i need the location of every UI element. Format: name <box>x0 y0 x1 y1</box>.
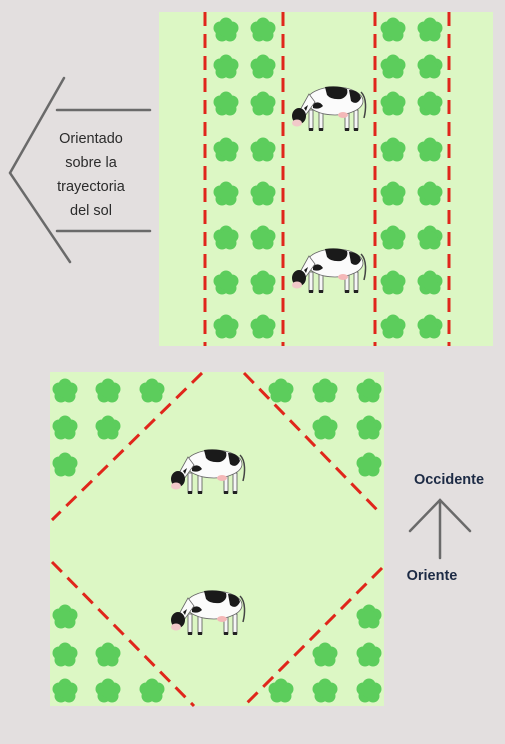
label-line: trayectoria <box>57 179 125 195</box>
west-label: Occidente <box>413 472 485 488</box>
east-label: Oriente <box>406 568 458 584</box>
top-boundary-lines <box>203 12 451 346</box>
bottom-boundary-lines <box>50 371 384 708</box>
label-line: del sol <box>70 203 112 219</box>
orientation-label: Orientado sobre la trayectoria del sol <box>40 127 142 223</box>
left-arrow-icon <box>8 76 152 264</box>
compass-arrow-icon <box>408 498 472 560</box>
label-line: Orientado <box>59 131 123 147</box>
top-pasture-field <box>159 12 493 346</box>
label-line: sobre la <box>65 155 117 171</box>
